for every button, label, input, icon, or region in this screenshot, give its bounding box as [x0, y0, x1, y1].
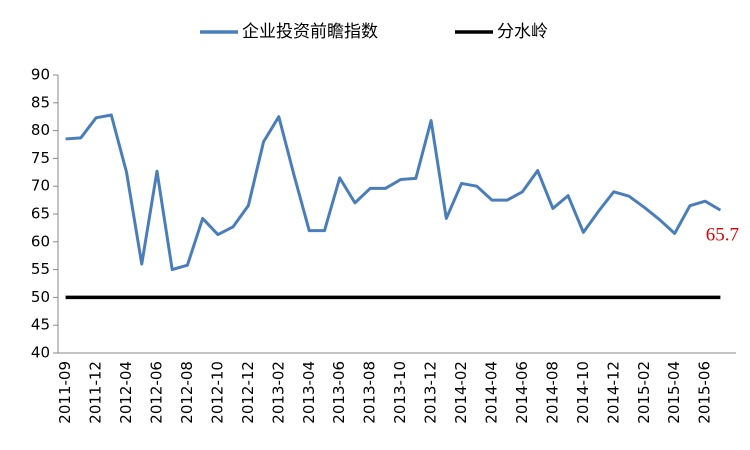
x-tick-label: 2011-09 — [56, 361, 74, 424]
y-tick-label: 55 — [31, 260, 50, 278]
x-tick-label: 2012-06 — [147, 361, 165, 424]
x-tick-label: 2014-08 — [543, 361, 561, 424]
x-tick-label: 2013-10 — [391, 361, 409, 424]
x-tick-label: 2013-06 — [330, 361, 348, 424]
x-tick-label: 2012-12 — [239, 361, 257, 424]
legend-label: 企业投资前瞻指数 — [242, 22, 378, 42]
x-tick-label: 2012-04 — [117, 361, 135, 424]
y-tick-label: 75 — [31, 149, 50, 167]
x-tick-label: 2011-12 — [87, 361, 105, 424]
x-tick-label: 2012-08 — [178, 361, 196, 424]
x-tick-label: 2014-10 — [574, 361, 592, 424]
y-tick-label: 85 — [31, 93, 50, 111]
x-tick-label: 2013-08 — [361, 361, 379, 424]
x-tick-label: 2014-04 — [482, 361, 500, 424]
x-tick-label: 2015-04 — [665, 361, 683, 424]
y-tick-label: 60 — [31, 232, 50, 250]
y-tick-label: 90 — [31, 66, 50, 84]
x-tick-label: 2014-02 — [452, 361, 470, 424]
y-tick-label: 50 — [31, 288, 50, 306]
value-label: 65.7 — [706, 224, 739, 245]
legend-label: 分水岭 — [497, 22, 548, 42]
y-tick-label: 70 — [31, 177, 50, 195]
x-tick-label: 2015-06 — [696, 361, 714, 424]
x-tick-label: 2013-12 — [422, 361, 440, 424]
y-tick-label: 45 — [31, 316, 50, 334]
y-tick-label: 40 — [31, 344, 50, 362]
x-tick-label: 2012-10 — [208, 361, 226, 424]
y-tick-label: 65 — [31, 205, 50, 223]
x-tick-label: 2014-12 — [604, 361, 622, 424]
x-tick-label: 2013-04 — [300, 361, 318, 424]
x-tick-label: 2014-06 — [513, 361, 531, 424]
x-tick-label: 2013-02 — [269, 361, 287, 424]
data-line — [65, 113, 722, 272]
x-tick-label: 2015-02 — [635, 361, 653, 424]
y-tick-label: 80 — [31, 121, 50, 139]
